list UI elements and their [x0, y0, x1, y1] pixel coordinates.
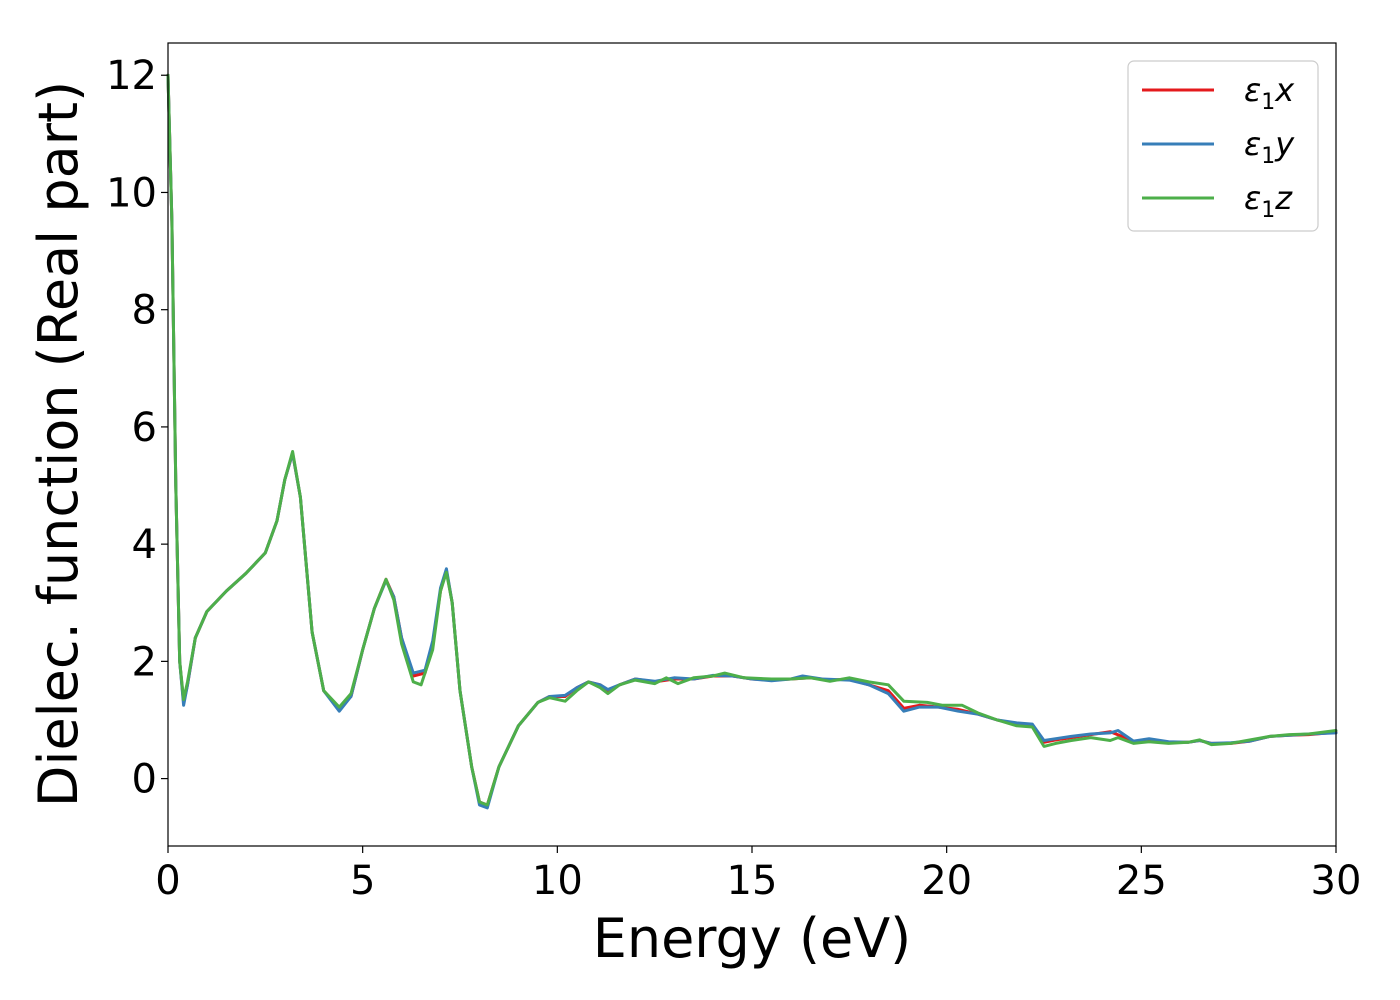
legend-box: [1127, 60, 1319, 232]
x-tick-label: 0: [155, 858, 180, 904]
x-axis: 0 5 10 15 20 25 30: [155, 846, 1361, 904]
x-tick-label: 30: [1311, 858, 1362, 904]
x-tick-label: 20: [921, 858, 972, 904]
x-axis-label: Energy (eV): [593, 907, 912, 970]
y-tick-label: 10: [106, 170, 157, 216]
y-tick-label: 6: [132, 405, 157, 451]
y-tick-label: 12: [106, 53, 157, 99]
legend-label-y: ε1y: [1244, 125, 1295, 169]
legend: ε1x ε1y ε1z: [1127, 60, 1319, 232]
legend-items: ε1x ε1y ε1z: [1142, 71, 1295, 223]
y-axis: 0 2 4 6 8 10 12: [106, 53, 168, 803]
x-tick-label: 10: [532, 858, 583, 904]
x-tick-label: 15: [727, 858, 778, 904]
y-tick-label: 0: [132, 757, 157, 803]
x-tick-label: 5: [350, 858, 375, 904]
x-tick-label: 25: [1116, 858, 1167, 904]
legend-label-z: ε1z: [1244, 179, 1293, 223]
series-layer: [166, 73, 1338, 810]
y-axis-label: Dielec. function (Real part): [27, 81, 90, 807]
series-line-z: [166, 73, 1338, 807]
legend-label-x: ε1x: [1244, 71, 1295, 115]
y-tick-label: 8: [132, 288, 157, 334]
y-tick-label: 2: [132, 639, 157, 685]
y-tick-label: 4: [132, 522, 157, 568]
